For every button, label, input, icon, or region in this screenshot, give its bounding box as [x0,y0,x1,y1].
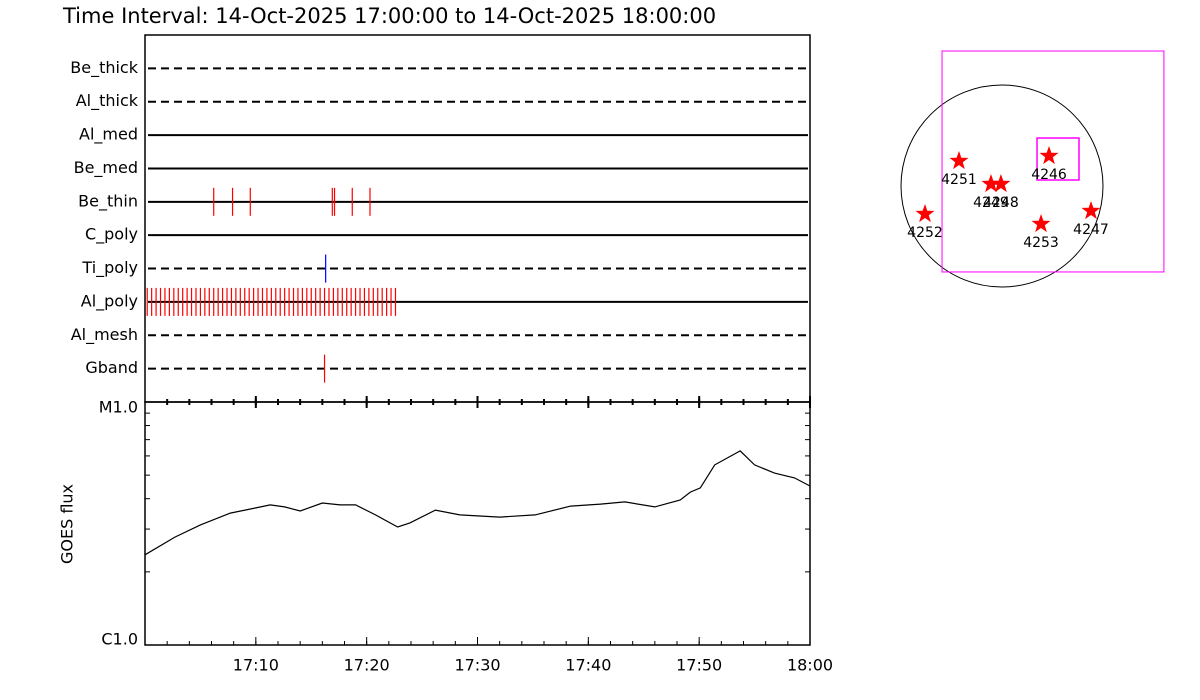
row-label: C_poly [85,225,138,245]
region-star [1031,214,1051,233]
region-label: 4248 [983,195,1019,211]
x-tick-label: 17:20 [344,656,390,675]
x-tick-label: 17:40 [565,656,611,675]
x-tick-label: 17:30 [454,656,500,675]
row-label: Al_poly [81,291,138,311]
region-label: 4246 [1031,167,1067,183]
region-star [1039,146,1059,165]
region-label: 4252 [907,225,943,241]
solar-disk [900,84,1104,288]
row-label: Al_mesh [71,325,138,345]
region-label: 4247 [1073,222,1109,238]
row-label: Gband [85,358,138,377]
region-label: 4249 [973,195,1009,211]
region-star [949,151,969,170]
row-label: Be_thin [78,191,138,211]
y-tick-label: C1.0 [101,630,138,649]
goes-curve [144,450,811,556]
row-label: Ti_poly [81,258,138,278]
x-tick-label: 17:10 [233,656,279,675]
x-tick-label: 17:50 [676,656,722,675]
region-star [1081,201,1101,220]
y-tick-label: M1.0 [99,398,138,417]
region-star [981,174,1001,193]
event-panel [144,34,811,403]
region-label: 4253 [1023,235,1059,251]
region-star [991,174,1011,193]
row-label: Al_thick [76,91,139,111]
y-axis-label: GOES flux [58,484,77,564]
row-label: Be_med [74,158,138,178]
chart-title: Time Interval: 14-Oct-2025 17:00:00 to 1… [62,4,716,28]
fov-box [1036,137,1080,181]
region-label: 4251 [941,172,977,188]
row-label: Be_thick [70,58,138,78]
x-tick-label: 18:00 [787,656,833,675]
region-star [915,204,935,223]
fov-box [941,50,1165,273]
goes-panel [144,401,811,646]
row-label: Al_med [79,125,138,145]
